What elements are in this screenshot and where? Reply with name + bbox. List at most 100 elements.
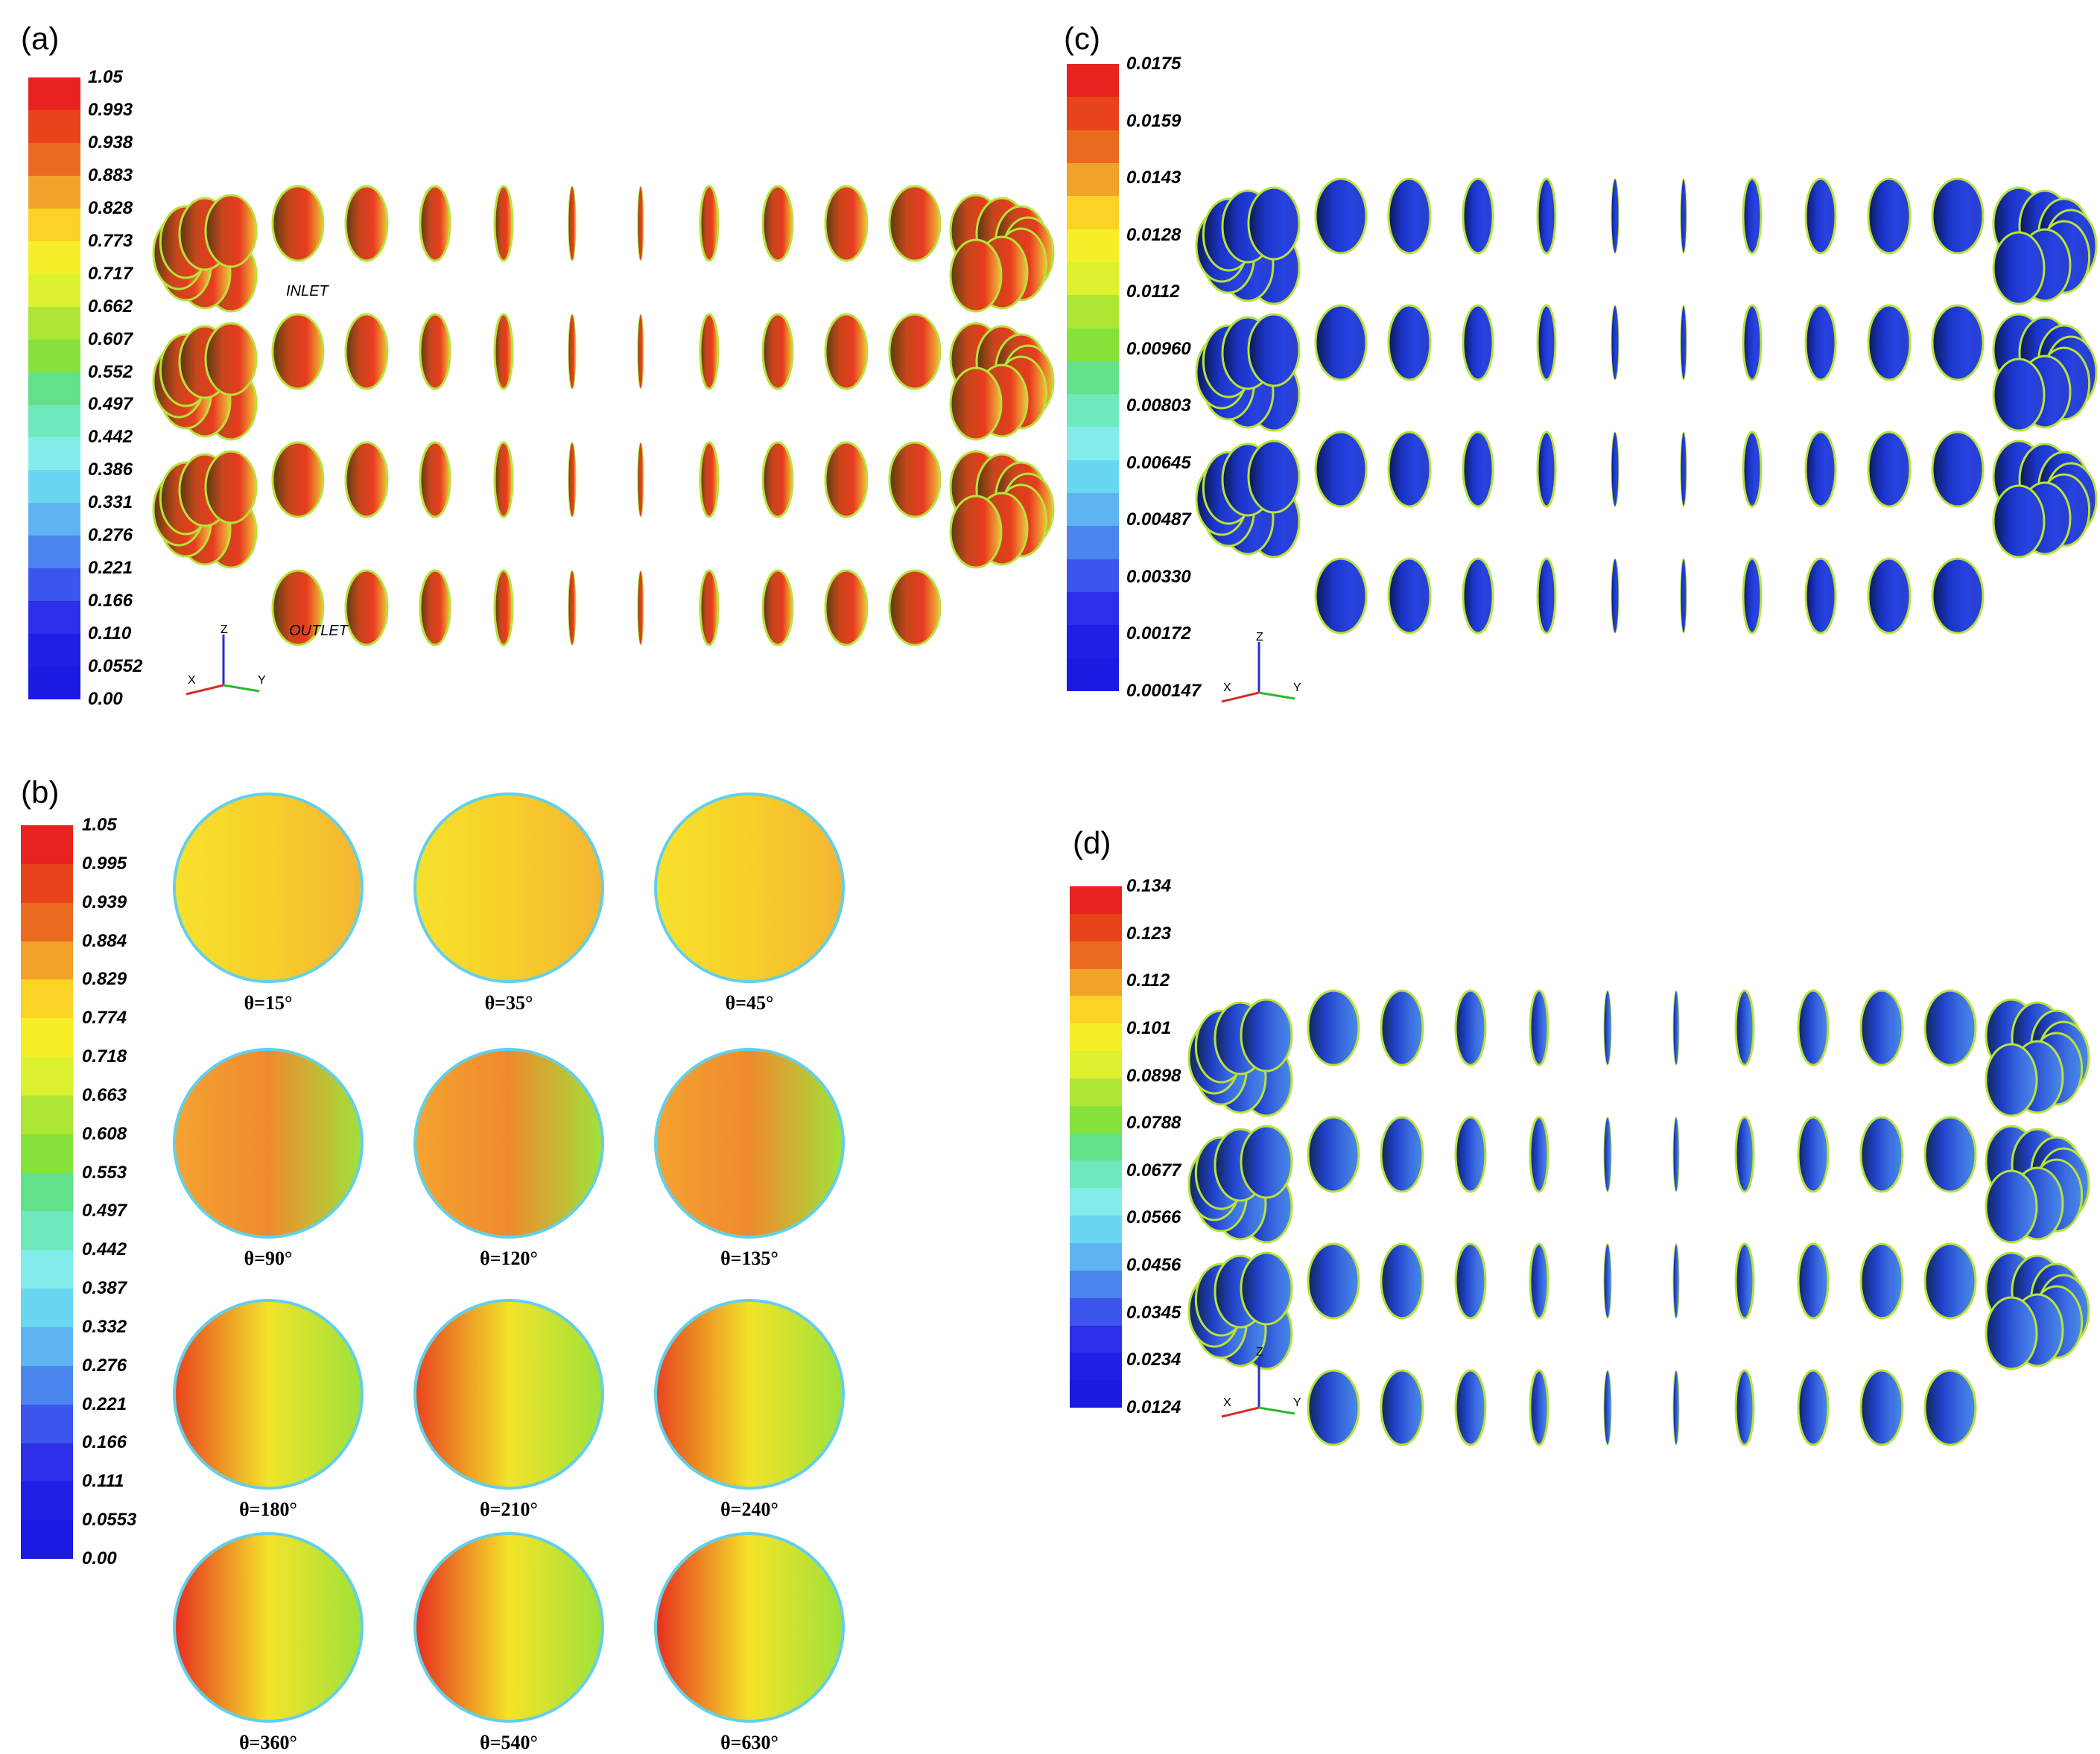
pipe-slice (1931, 304, 1985, 381)
pipe-slice (1529, 1369, 1549, 1446)
colorbar-tick-label: 0.938 (88, 132, 133, 153)
colorbar-segment (28, 601, 80, 635)
colorbar-tick-label: 0.332 (82, 1316, 127, 1337)
pipe-slice (419, 569, 451, 646)
pipe-slice (1603, 1116, 1612, 1192)
colorbar-segment (21, 1057, 73, 1096)
colorbar-segment (28, 339, 80, 372)
colorbar-segment (21, 863, 73, 903)
pipe-slice (1611, 558, 1620, 634)
pipe-slice (1867, 177, 1912, 255)
pipe-slice (1603, 1243, 1612, 1319)
pipe-slice (1797, 1242, 1830, 1320)
pipe-slice (493, 441, 514, 518)
colorbar-segment (21, 1095, 73, 1134)
colorbar-segment (21, 902, 73, 941)
pipe-slice (1529, 989, 1549, 1067)
colorbar-segment (1070, 1160, 1122, 1189)
pipe-slice (1380, 1116, 1424, 1193)
pipe-slice (1797, 989, 1830, 1067)
colorbar-tick-label: 0.00487 (1126, 509, 1191, 530)
axis-triad-d: Z X Y (1221, 1346, 1301, 1418)
pipe-slice (568, 570, 577, 646)
theta-label: θ=90° (244, 1248, 293, 1269)
pipe-slice (824, 185, 869, 262)
pipe-slice (761, 313, 794, 390)
colorbar-segment (1067, 295, 1119, 328)
colorbar-segment (28, 241, 80, 274)
pipe-slice (1307, 1116, 1360, 1193)
colorbar-tick-label: 0.939 (82, 892, 127, 912)
pipe-slice (1804, 557, 1837, 635)
axis-x-label: X (1223, 1396, 1231, 1409)
pipe-slice (1672, 1243, 1680, 1319)
pipe-slice (419, 313, 451, 390)
panel-c-label: (c) (1064, 21, 1100, 56)
pipe-slice (637, 570, 644, 646)
colorbar-tick-label: 0.00803 (1126, 395, 1191, 416)
colorbar-segment (1070, 1242, 1122, 1271)
colorbar-segment (28, 667, 80, 700)
axis-x-label: X (188, 674, 196, 687)
colorbar-segment (28, 175, 80, 209)
pipe-slice (949, 366, 1003, 441)
pipe-slice (1247, 439, 1301, 514)
colorbar-tick-label: 0.718 (82, 1046, 127, 1067)
colorbar-segment (21, 1250, 73, 1289)
colorbar-segment (28, 568, 80, 602)
pipe-slice (699, 313, 720, 390)
colorbar-tick-label: 0.0124 (1126, 1397, 1181, 1417)
pipe-slice (493, 185, 514, 262)
colorbar-segment (1070, 1353, 1122, 1381)
colorbar-tick-label: 0.221 (88, 558, 133, 579)
colorbar-tick-label: 0.497 (82, 1201, 127, 1221)
pipe-slice (1380, 1369, 1424, 1446)
colorbar-tick-label: 0.276 (88, 525, 133, 546)
cross-sections-b (173, 792, 845, 1723)
pipe-slice (344, 569, 389, 646)
pipe-slice (1859, 1242, 1904, 1320)
pipe-slice (1454, 1116, 1487, 1193)
pipe-slice (1992, 484, 2046, 559)
cross-section (654, 792, 845, 983)
pipe-slice (568, 314, 577, 390)
colorbar-segment (1070, 913, 1122, 941)
pipe-slice (1536, 177, 1557, 255)
pipe-slice (344, 185, 389, 262)
colorbar-segment (1067, 493, 1119, 527)
axis-y-label: Y (1293, 1396, 1301, 1409)
pipe-slice (1742, 304, 1763, 381)
colorbar-segment (1067, 460, 1119, 494)
colorbar-d (1070, 886, 1122, 1408)
colorbar-segment (21, 1365, 73, 1405)
pipe-slice (493, 313, 514, 390)
colorbar-tick-label: 0.00 (82, 1548, 117, 1569)
colorbar-tick-label: 0.0159 (1126, 110, 1181, 131)
colorbar-segment (1070, 1380, 1122, 1408)
pipe-slice (1797, 1369, 1830, 1446)
pipe-slice (1611, 431, 1620, 507)
pipe-slice (1804, 430, 1837, 508)
colorbar-tick-label: 0.166 (88, 591, 133, 611)
pipe-slice (1992, 358, 2046, 432)
colorbar-tick-label: 0.110 (88, 623, 132, 644)
pipe-slice (1611, 178, 1620, 254)
theta-label: θ=240° (720, 1499, 778, 1520)
colorbar-segment (1070, 1078, 1122, 1106)
pipe-slice (419, 441, 451, 518)
colorbar-tick-label: 0.828 (88, 197, 133, 218)
pipe-slice (204, 194, 258, 268)
colorbar-segment (1067, 394, 1119, 428)
pipe-slice (1380, 1242, 1424, 1320)
colorbar-segment (1070, 886, 1122, 914)
colorbar-segment (21, 1443, 73, 1482)
colorbar-tick-label: 0.00645 (1126, 452, 1191, 473)
colorbar-segment (21, 1134, 73, 1173)
pipe-slice (1985, 1043, 2038, 1117)
theta-label: θ=180° (239, 1499, 297, 1520)
pipe-slice (1672, 1116, 1680, 1192)
pipe-slice (637, 314, 644, 390)
inlet-label: INLET (286, 283, 329, 299)
pipe-slice (1867, 304, 1912, 381)
cross-section (413, 1299, 604, 1490)
